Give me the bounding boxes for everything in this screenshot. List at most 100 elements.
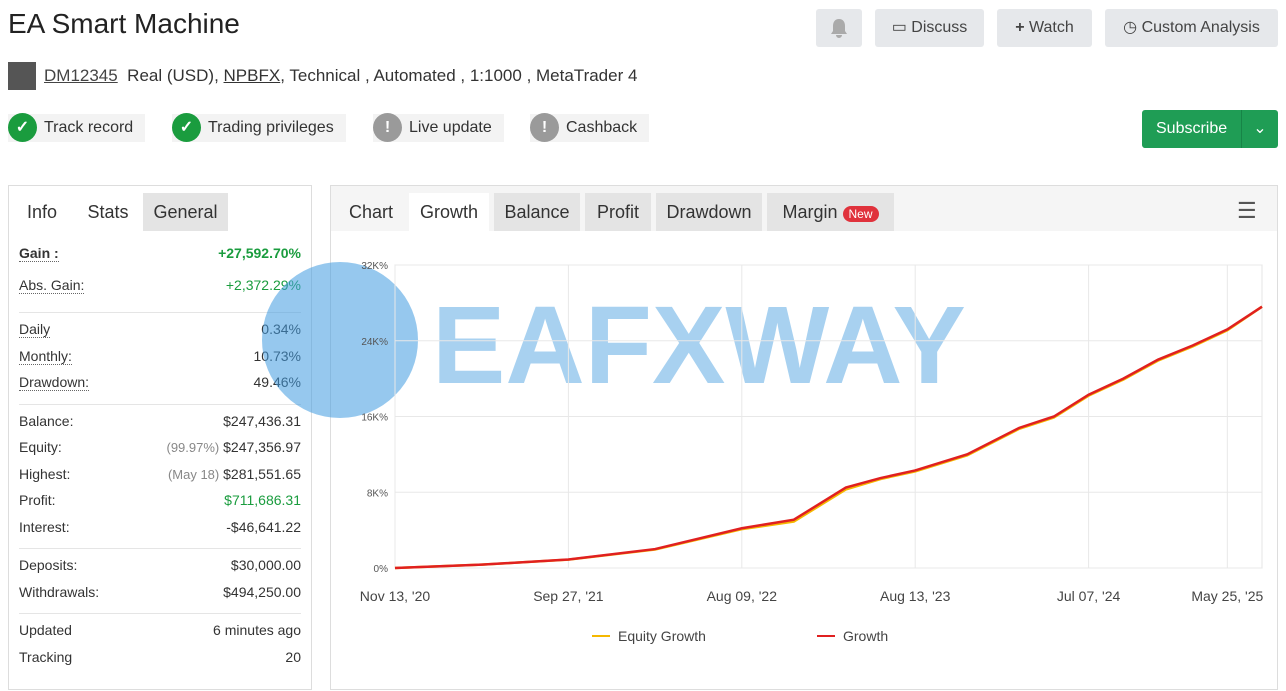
x-tick-label: Nov 13, '20: [360, 588, 431, 604]
stat-number: +27,592.70%: [218, 245, 301, 261]
stat-row: Highest: (May 18) $281,551.65: [19, 461, 301, 487]
stat-label: Interest:: [19, 518, 70, 535]
badge: ✓ Trading privileges: [172, 113, 346, 142]
watermark-logo: [262, 262, 418, 418]
tab[interactable]: Drawdown: [656, 193, 762, 231]
stat-row: Interest: -$46,641.22: [19, 514, 301, 540]
tab[interactable]: Margin New: [767, 193, 894, 231]
badge: ✓ Track record: [8, 113, 146, 142]
divider: [19, 613, 301, 614]
account-link[interactable]: DM12345: [44, 66, 118, 85]
y-tick-label: 24K%: [361, 337, 388, 348]
stat-value: -$46,641.22: [226, 514, 301, 540]
stat-value: $247,436.31: [223, 408, 301, 434]
tab[interactable]: Stats: [73, 193, 143, 231]
stat-label: Abs. Gain:: [19, 277, 85, 294]
tab[interactable]: Info: [26, 202, 58, 222]
stat-label: Gain :: [19, 245, 59, 262]
x-tick-label: Aug 09, '22: [707, 588, 778, 604]
stat-row: Profit: $711,686.31: [19, 487, 301, 513]
stat-value: 6 minutes ago: [213, 617, 301, 643]
account-line: DM12345 Real (USD), NPBFX, Technical , A…: [44, 66, 637, 86]
stat-note: (May 18): [167, 466, 220, 482]
y-tick-label: 8K%: [367, 488, 388, 499]
stat-value: $30,000.00: [231, 552, 301, 578]
avatar: [8, 62, 36, 90]
subscribe-button[interactable]: Subscribe ⌄: [1142, 110, 1278, 148]
x-tick-label: May 25, '25: [1191, 588, 1263, 604]
tab[interactable]: Balance: [494, 193, 580, 231]
stat-label: Updated: [19, 622, 72, 638]
stat-note: (99.97%): [166, 440, 220, 455]
badge-label: Trading privileges: [208, 119, 334, 136]
stat-number: $281,551.65: [223, 465, 301, 482]
stat-row: Tracking 20: [19, 644, 301, 670]
y-tick-label: 32K%: [361, 261, 388, 272]
account-type: Real (USD),: [127, 66, 219, 85]
badge-label: Live update: [409, 119, 492, 136]
divider: [19, 403, 301, 405]
stat-label: Highest:: [19, 465, 71, 482]
button-label: Discuss: [911, 19, 968, 36]
tab[interactable]: General: [143, 193, 228, 231]
stat-row: Withdrawals: $494,250.00: [19, 579, 301, 605]
stat-value: +27,592.70%: [218, 240, 301, 266]
stat-row: Gain : +27,592.70%: [19, 240, 301, 266]
stat-label: Drawdown:: [19, 374, 90, 391]
stat-value: (99.97%) $247,356.97: [167, 434, 302, 461]
stat-label: Profit:: [19, 492, 56, 508]
stat-row: Equity: (99.97%) $247,356.97: [19, 434, 301, 460]
stat-number: $30,000.00: [230, 557, 301, 573]
stat-label: Withdrawals:: [19, 583, 100, 600]
stat-number: $247,356.97: [223, 439, 301, 455]
badge-label: Track record: [44, 119, 134, 136]
chart-panel: Chart Growth Balance Profit Drawdown Mar…: [330, 185, 1278, 690]
x-tick-label: Aug 13, '23: [880, 588, 951, 604]
badge: ! Live update: [373, 113, 504, 142]
button-label: Custom Analysis: [1141, 19, 1260, 36]
page-title: EA Smart Machine: [8, 8, 240, 39]
y-tick-label: 0%: [374, 564, 389, 575]
stat-label: Equity:: [19, 439, 62, 455]
y-tick-label: 16K%: [361, 413, 388, 424]
stat-label: Balance:: [19, 412, 74, 429]
discuss-button[interactable]: ▭ Discuss: [875, 9, 984, 47]
watch-button[interactable]: + Watch: [997, 9, 1092, 47]
settings-icon[interactable]: ☰: [1237, 198, 1257, 223]
stat-number: 20: [285, 648, 301, 665]
stat-number: $494,250.00: [223, 583, 301, 600]
stat-row: Deposits: $30,000.00: [19, 552, 301, 578]
stat-label: Tracking: [19, 648, 73, 665]
tab[interactable]: Growth: [409, 193, 489, 231]
stat-number: $711,686.31: [224, 492, 301, 508]
tab[interactable]: Profit: [585, 193, 651, 231]
button-label: Watch: [1029, 19, 1074, 36]
tab-label: Margin: [782, 202, 838, 222]
watermark: EAFXWAY: [432, 284, 966, 407]
divider: [19, 548, 301, 549]
legend-label: Growth: [843, 628, 888, 644]
stat-number: -$46,641.22: [226, 518, 301, 535]
x-tick-label: Jul 07, '24: [1057, 588, 1121, 604]
stat-value: $494,250.00: [223, 579, 301, 605]
stat-row: Balance: $247,436.31: [19, 408, 301, 434]
stat-value: $711,686.31: [224, 487, 301, 513]
stat-number: 6 minutes ago: [213, 622, 301, 638]
stat-label: Monthly:: [19, 347, 72, 365]
x-tick-label: Sep 27, '21: [533, 588, 604, 604]
stat-label: Daily: [19, 321, 51, 338]
tab[interactable]: Chart: [348, 202, 393, 222]
notify-button[interactable]: [816, 9, 862, 47]
stat-value: (May 18) $281,551.65: [168, 461, 301, 488]
broker-link[interactable]: NPBFX: [223, 66, 281, 85]
series-line: [394, 305, 1263, 570]
account-details: , Technical , Automated , 1:1000 , MetaT…: [280, 66, 638, 85]
subscribe-label: Subscribe: [1156, 120, 1228, 137]
analysis-button[interactable]: ◷ Custom Analysis: [1105, 9, 1278, 47]
badge: ! Cashback: [530, 113, 650, 142]
new-badge: New: [842, 206, 879, 222]
stats-panel: Info Stats General Gain : +27,592.70% Abs.…: [8, 185, 312, 690]
divider: [19, 312, 301, 313]
